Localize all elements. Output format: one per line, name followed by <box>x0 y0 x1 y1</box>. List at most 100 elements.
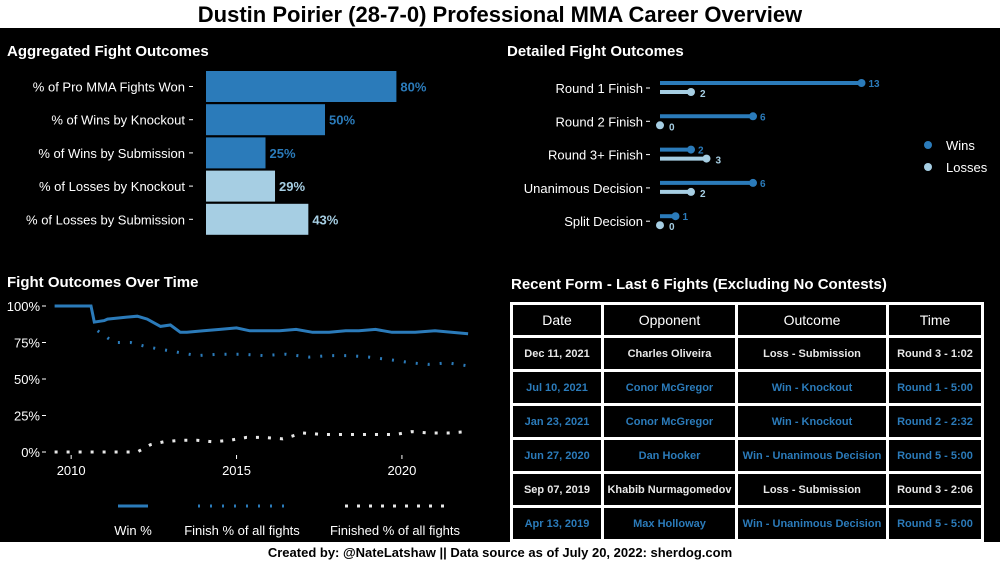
table-cell-outcome: Win - Knockout <box>738 406 886 437</box>
table-cell-date: Jan 23, 2021 <box>513 406 601 437</box>
legend-swatch <box>924 141 932 149</box>
table-cell-opponent: Max Holloway <box>604 508 735 539</box>
column-header-date: Date <box>513 305 601 335</box>
category-label: Unanimous Decision <box>524 181 643 196</box>
category-label: Round 1 Finish <box>556 81 643 96</box>
table-cell-opponent: Dan Hooker <box>604 440 735 471</box>
table-cell-outcome: Win - Unanimous Decision <box>738 440 886 471</box>
category-label: Round 2 Finish <box>556 114 643 129</box>
table-cell-date: Apr 13, 2019 <box>513 508 601 539</box>
table-cell-date: Jul 10, 2021 <box>513 372 601 403</box>
table-row: Apr 13, 2019 Max Holloway Win - Unanimous … <box>513 508 981 539</box>
table-cell-outcome: Win - Unanimous Decision <box>738 508 886 539</box>
footer-credit: Created by: @NateLatshaw || Data source … <box>267 545 733 560</box>
aggregated-bar-chart: % of Pro MMA Fights Won 80% % of Wins by K… <box>26 71 427 235</box>
table-cell-date: Sep 07, 2019 <box>513 474 601 505</box>
y-tick-label: 100% <box>7 299 41 314</box>
page-title: Dustin Poirier (28-7-0) Professional MMA… <box>197 2 803 27</box>
table-cell-opponent: Conor McGregor <box>604 372 735 403</box>
category-label: Round 3+ Finish <box>548 148 643 163</box>
table-cell-outcome: Loss - Submission <box>738 338 886 369</box>
category-label: % of Wins by Submission <box>38 146 185 161</box>
win-point <box>671 212 680 221</box>
detailed-panel-title: Detailed Fight Outcomes <box>507 43 684 60</box>
category-label: % of Pro MMA Fights Won <box>33 80 185 95</box>
loss-value-label: 0 <box>669 122 675 133</box>
bar <box>206 137 266 169</box>
x-tick-label: 2020 <box>387 463 416 478</box>
table-cell-outcome: Win - Knockout <box>738 372 886 403</box>
category-label: % of Wins by Knockout <box>51 113 185 128</box>
win-point <box>857 79 866 87</box>
table-row: Jan 23, 2021 Conor McGregor Win - Knockout… <box>513 406 981 437</box>
legend-label: Win % <box>114 523 152 538</box>
bar <box>206 203 309 235</box>
loss-value-label: 3 <box>716 156 722 167</box>
data-label: 43% <box>312 212 338 227</box>
win-value-label: 13 <box>869 79 881 90</box>
table-cell-opponent: Charles Oliveira <box>604 338 735 369</box>
win-value-label: 2 <box>698 146 704 157</box>
data-label: 80% <box>400 80 426 95</box>
loss-value-label: 2 <box>700 89 706 100</box>
loss-point <box>687 88 695 96</box>
column-header-outcome: Outcome <box>738 305 886 335</box>
data-label: 50% <box>329 113 355 128</box>
outcomes-over-time-line-chart: 100% 75% 50% 25% 0% 2010 2015 2020 Win % Finish %… <box>7 299 469 538</box>
win-point <box>749 112 757 121</box>
table-cell-time: Round 2 - 2:32 <box>889 406 981 437</box>
table-row: Jul 10, 2021 Conor McGregor Win - Knockout… <box>513 372 981 403</box>
loss-point <box>656 121 664 130</box>
table-header-row: Date Opponent Outcome Time <box>513 305 981 335</box>
loss-point <box>687 187 695 196</box>
recent-form-panel-title: Recent Form - Last 6 Fights (Excluding N… <box>511 276 887 293</box>
series-line <box>54 430 469 454</box>
y-tick-label: 50% <box>14 372 40 387</box>
column-header-time: Time <box>889 305 981 335</box>
table-cell-outcome: Loss - Submission <box>738 474 886 505</box>
table-cell-time: Round 3 - 2:06 <box>889 474 981 505</box>
win-point <box>687 145 695 154</box>
y-tick-label: 0% <box>21 445 40 460</box>
legend-label: Wins <box>946 138 975 153</box>
y-tick-label: 25% <box>14 409 40 424</box>
category-label: % of Losses by Submission <box>26 212 185 227</box>
x-tick-label: 2010 <box>57 463 86 478</box>
win-value-label: 1 <box>683 212 689 223</box>
column-header-opponent: Opponent <box>604 305 735 335</box>
table-row: Sep 07, 2019 Khabib Nurmagomedov Loss - Su… <box>513 474 981 505</box>
loss-value-label: 0 <box>669 222 675 233</box>
bar <box>206 170 276 202</box>
table-cell-date: Dec 11, 2021 <box>513 338 601 369</box>
legend-label: Finish % of all fights <box>184 523 300 538</box>
table-row: Jun 27, 2020 Dan Hooker Win - Unanimous De… <box>513 440 981 471</box>
aggregated-panel-title: Aggregated Fight Outcomes <box>7 43 209 60</box>
category-label: % of Losses by Knockout <box>39 179 185 194</box>
bar <box>206 71 397 102</box>
table-cell-opponent: Khabib Nurmagomedov <box>604 474 735 505</box>
table-cell-time: Round 1 - 5:00 <box>889 372 981 403</box>
loss-value-label: 2 <box>700 189 706 200</box>
win-value-label: 6 <box>760 179 766 190</box>
legend-label: Losses <box>946 160 988 175</box>
y-tick-label: 75% <box>14 336 40 351</box>
series-line <box>96 329 469 368</box>
x-tick-label: 2015 <box>222 463 251 478</box>
win-point <box>749 178 757 187</box>
series-line <box>54 304 469 336</box>
loss-point <box>656 221 664 230</box>
category-label: Split Decision <box>564 214 643 229</box>
data-label: 29% <box>279 179 305 194</box>
table-cell-time: Round 5 - 5:00 <box>889 508 981 539</box>
legend-label: Finished % of all fights <box>330 523 461 538</box>
table-cell-time: Round 3 - 1:02 <box>889 338 981 369</box>
win-value-label: 6 <box>760 112 766 123</box>
footer-band <box>0 542 1000 562</box>
table-cell-date: Jun 27, 2020 <box>513 440 601 471</box>
bar <box>206 104 325 136</box>
table-cell-time: Round 5 - 5:00 <box>889 440 981 471</box>
title-band <box>0 0 1000 28</box>
over-time-panel-title: Fight Outcomes Over Time <box>7 274 199 291</box>
loss-point <box>702 154 711 163</box>
